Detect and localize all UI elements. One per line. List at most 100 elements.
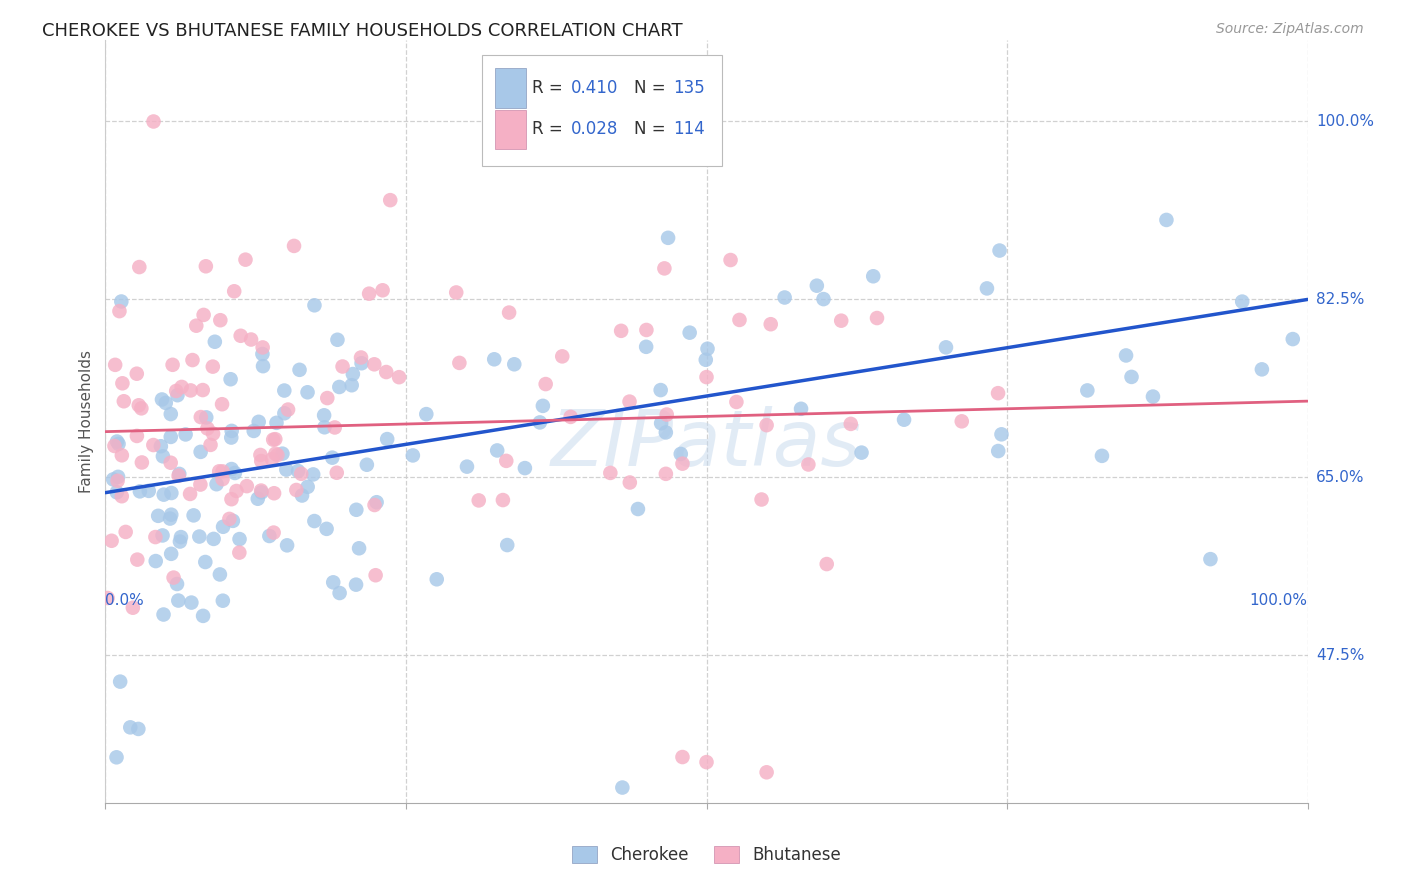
Point xyxy=(988,244,1011,258)
Point xyxy=(551,350,574,364)
Point xyxy=(291,489,314,503)
Text: 0.0%: 0.0% xyxy=(105,593,145,608)
Point xyxy=(190,477,212,491)
Point xyxy=(619,394,641,409)
Point xyxy=(131,401,153,416)
Point xyxy=(650,416,672,430)
Point xyxy=(110,294,132,309)
Point xyxy=(107,470,129,484)
Text: N =: N = xyxy=(634,120,671,138)
Point xyxy=(111,489,134,503)
Point xyxy=(209,313,232,327)
Point xyxy=(145,530,167,544)
Point xyxy=(200,438,222,452)
Text: 114: 114 xyxy=(673,120,704,138)
Point xyxy=(225,483,247,498)
Point xyxy=(208,464,231,478)
Point xyxy=(456,459,478,474)
Text: 82.5%: 82.5% xyxy=(1316,292,1364,307)
Point xyxy=(950,414,973,428)
Point xyxy=(128,484,150,499)
Point xyxy=(159,430,181,444)
Point xyxy=(290,467,312,481)
Point xyxy=(323,420,346,434)
Point xyxy=(148,508,170,523)
Point xyxy=(246,491,269,506)
Point xyxy=(266,448,288,462)
Point xyxy=(224,285,246,299)
Point xyxy=(366,495,388,509)
Point xyxy=(671,750,693,764)
Point xyxy=(259,529,281,543)
Point xyxy=(152,488,174,502)
Text: R =: R = xyxy=(533,120,568,138)
Point xyxy=(224,466,246,480)
Point xyxy=(987,444,1010,458)
Point xyxy=(560,409,582,424)
Point xyxy=(679,326,702,340)
Point xyxy=(283,239,305,253)
Point xyxy=(250,454,273,468)
Point xyxy=(191,608,214,623)
Point xyxy=(159,511,181,525)
Point xyxy=(654,261,676,276)
Point xyxy=(218,512,240,526)
Point xyxy=(297,480,319,494)
Point xyxy=(152,528,174,542)
Point xyxy=(250,483,273,498)
Point xyxy=(107,474,129,488)
Point xyxy=(496,538,519,552)
Point xyxy=(180,596,202,610)
Text: 100.0%: 100.0% xyxy=(1316,114,1374,129)
Point xyxy=(276,462,298,476)
Point xyxy=(815,557,838,571)
Point xyxy=(180,384,202,398)
Text: 65.0%: 65.0% xyxy=(1316,470,1364,485)
Point xyxy=(193,308,215,322)
Point xyxy=(105,485,128,500)
Point xyxy=(252,347,274,361)
Point xyxy=(104,358,127,372)
Point xyxy=(655,408,678,422)
Point xyxy=(228,532,250,546)
Point xyxy=(188,530,211,544)
Point xyxy=(610,324,633,338)
Point xyxy=(987,386,1010,401)
Point xyxy=(125,367,148,381)
Point xyxy=(671,457,693,471)
Point xyxy=(1091,449,1114,463)
Point xyxy=(155,396,177,410)
Point xyxy=(315,522,337,536)
Point xyxy=(755,765,778,780)
Point xyxy=(599,466,621,480)
Point xyxy=(402,449,425,463)
Point xyxy=(350,356,373,370)
Point xyxy=(271,447,294,461)
Point xyxy=(212,520,235,534)
Point xyxy=(100,533,122,548)
Point xyxy=(211,464,233,478)
Point xyxy=(235,252,257,267)
Point xyxy=(277,402,299,417)
Point xyxy=(976,281,998,295)
Point xyxy=(498,305,520,319)
Point xyxy=(120,720,142,734)
FancyBboxPatch shape xyxy=(495,69,526,108)
Point xyxy=(287,464,309,478)
Point xyxy=(356,458,378,472)
Point xyxy=(167,468,190,483)
Point xyxy=(105,750,128,764)
Point xyxy=(247,415,270,429)
Text: N =: N = xyxy=(634,79,671,97)
Point xyxy=(636,323,658,337)
Point xyxy=(830,314,852,328)
Point xyxy=(264,447,287,461)
Point xyxy=(211,593,233,607)
Point xyxy=(229,328,252,343)
Point xyxy=(114,524,136,539)
Point xyxy=(363,498,385,512)
Point xyxy=(328,380,350,394)
Point xyxy=(316,391,339,405)
Point xyxy=(195,410,218,425)
Point xyxy=(696,342,718,356)
